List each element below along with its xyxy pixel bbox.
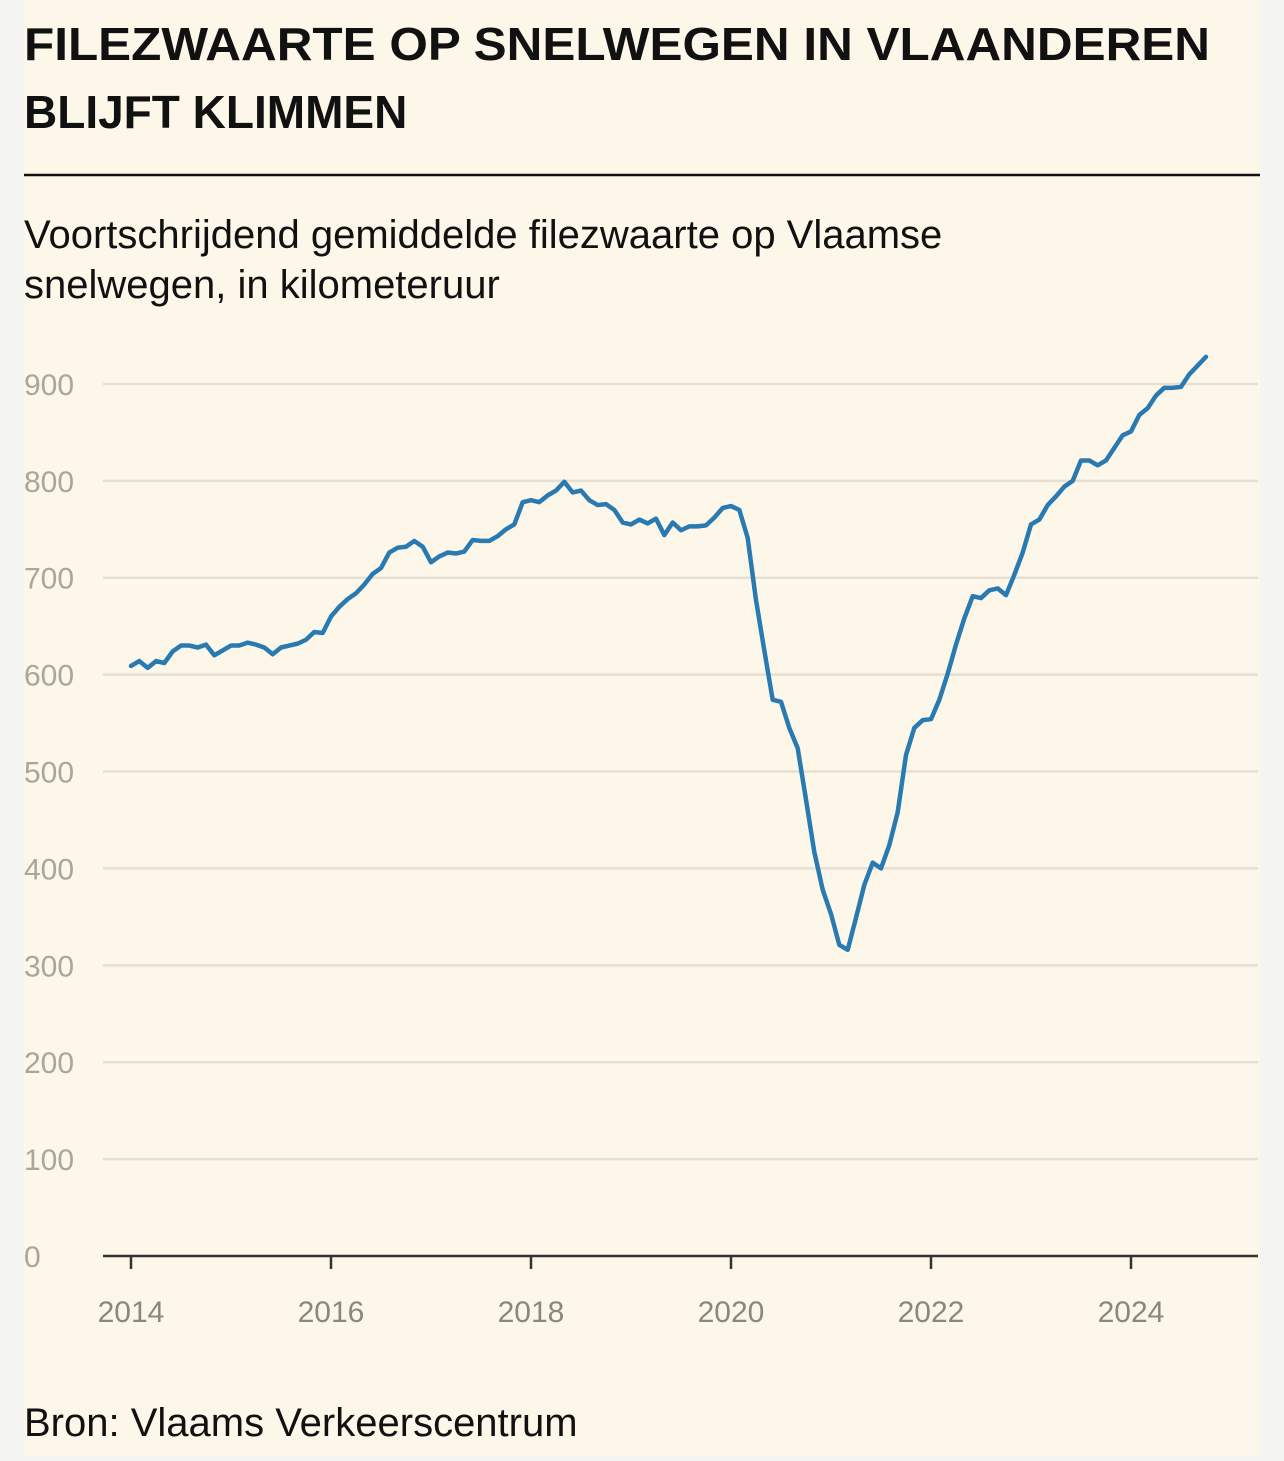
y-tick-label: 800 xyxy=(24,466,74,499)
x-tick-label: 2022 xyxy=(898,1296,965,1329)
panel xyxy=(24,0,1260,1456)
x-tick-label: 2020 xyxy=(698,1296,765,1329)
x-tick-label: 2024 xyxy=(1098,1296,1165,1329)
subtitle: Voortschrijdend gemiddelde filezwaarte o… xyxy=(24,213,942,257)
y-tick-label: 100 xyxy=(24,1144,74,1177)
subtitle: snelwegen, in kilometeruur xyxy=(24,263,500,307)
y-tick-label: 400 xyxy=(24,853,74,886)
x-tick-label: 2016 xyxy=(298,1296,365,1329)
y-tick-label: 700 xyxy=(24,563,74,596)
x-tick-label: 2014 xyxy=(98,1296,165,1329)
chart-title: FILEZWAARTE OP SNELWEGEN IN VLAANDEREN xyxy=(24,18,1210,70)
y-tick-label: 900 xyxy=(24,369,74,402)
chart-title: BLIJFT KLIMMEN xyxy=(24,86,407,138)
y-tick-label: 0 xyxy=(24,1241,41,1274)
x-tick-label: 2018 xyxy=(498,1296,565,1329)
y-tick-label: 200 xyxy=(24,1047,74,1080)
source: Bron: Vlaams Verkeerscentrum xyxy=(24,1401,578,1445)
y-tick-label: 300 xyxy=(24,950,74,983)
y-tick-label: 500 xyxy=(24,757,74,790)
data-line xyxy=(128,354,1209,953)
y-tick-label: 600 xyxy=(24,660,74,693)
